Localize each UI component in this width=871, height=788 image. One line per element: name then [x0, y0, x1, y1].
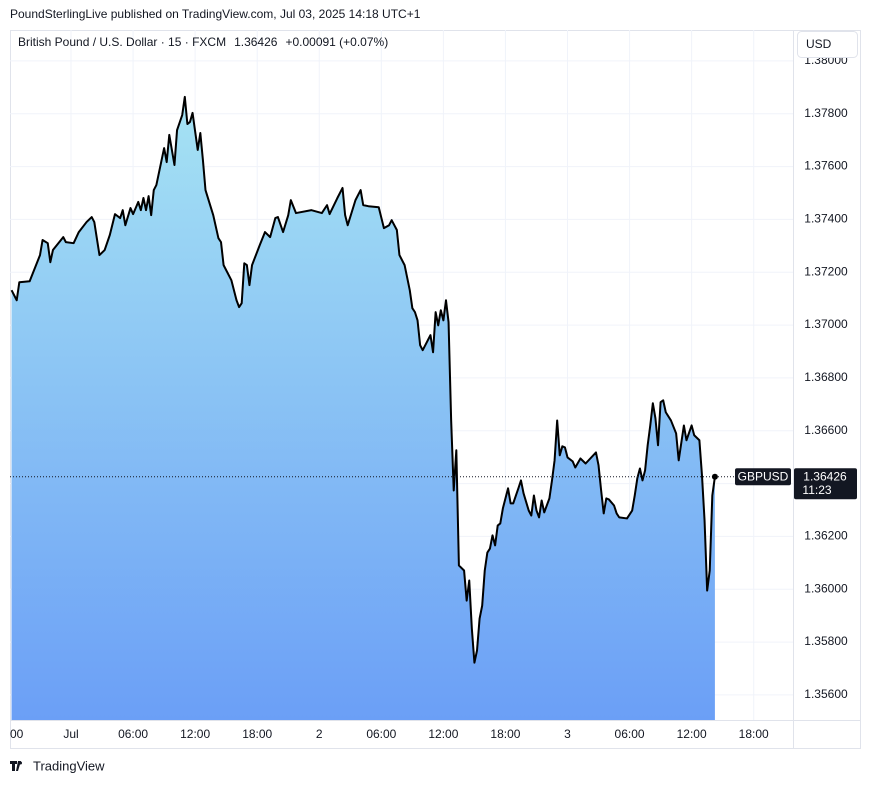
- x-tick-label: 12:00: [677, 727, 707, 741]
- y-tick-label: 1.37200: [804, 264, 848, 278]
- y-tick-label: 1.36800: [804, 370, 848, 384]
- publisher-line: PoundSterlingLive published on TradingVi…: [10, 7, 421, 21]
- price-badge-label: 1.36426: [803, 469, 847, 483]
- y-tick-label: 1.37000: [804, 317, 848, 331]
- x-tick-label: 3: [564, 727, 571, 741]
- symbol-badge-label: GBPUSD: [738, 469, 789, 483]
- x-tick-label: Jul: [63, 727, 78, 741]
- brand: TradingView: [10, 758, 105, 773]
- symbol-badge: [735, 468, 791, 486]
- header-price: 1.36426: [234, 35, 278, 49]
- symbol-title: British Pound / U.S. Dollar · 15 · FXCM 1…: [18, 35, 388, 49]
- brand-logo: [10, 761, 21, 771]
- price-line: [10, 95, 716, 664]
- x-tick-label: 06:00: [118, 727, 148, 741]
- currency-button[interactable]: [797, 31, 858, 58]
- x-tick-label: 18:00: [242, 727, 272, 741]
- brand-logo-dot: [19, 761, 22, 765]
- x-tick-label: 2: [316, 727, 323, 741]
- x-tick-label: 00: [10, 727, 24, 741]
- last-point: [711, 473, 718, 480]
- x-tick-label: 12:00: [180, 727, 210, 741]
- x-tick-label: 06:00: [366, 727, 396, 741]
- x-tick-label: 12:00: [428, 727, 458, 741]
- y-tick-label: 1.37600: [804, 159, 848, 173]
- price-badge: [794, 468, 857, 500]
- x-tick-label: 06:00: [615, 727, 645, 741]
- x-tick-label: 18:00: [490, 727, 520, 741]
- header-change: +0.00091 (+0.07%): [285, 35, 388, 49]
- x-tick-label: 18:00: [739, 727, 769, 741]
- title: British Pound / U.S. Dollar · 15 · FXCM: [18, 35, 226, 49]
- area-fill: [11, 96, 715, 720]
- countdown-label: 11:23: [802, 483, 831, 497]
- chart-frame: [10, 30, 861, 749]
- y-tick-label: 1.36200: [804, 529, 848, 543]
- brand-name: TradingView: [33, 758, 105, 773]
- y-tick-label: 1.36600: [804, 423, 848, 437]
- y-tick-label: 1.37800: [804, 106, 848, 120]
- currency-label[interactable]: USD: [806, 37, 832, 51]
- y-tick-label: 1.36000: [804, 581, 848, 595]
- y-tick-label: 1.37400: [804, 212, 848, 226]
- y-tick-label: 1.35800: [804, 634, 848, 648]
- y-tick-label: 1.35600: [804, 687, 848, 701]
